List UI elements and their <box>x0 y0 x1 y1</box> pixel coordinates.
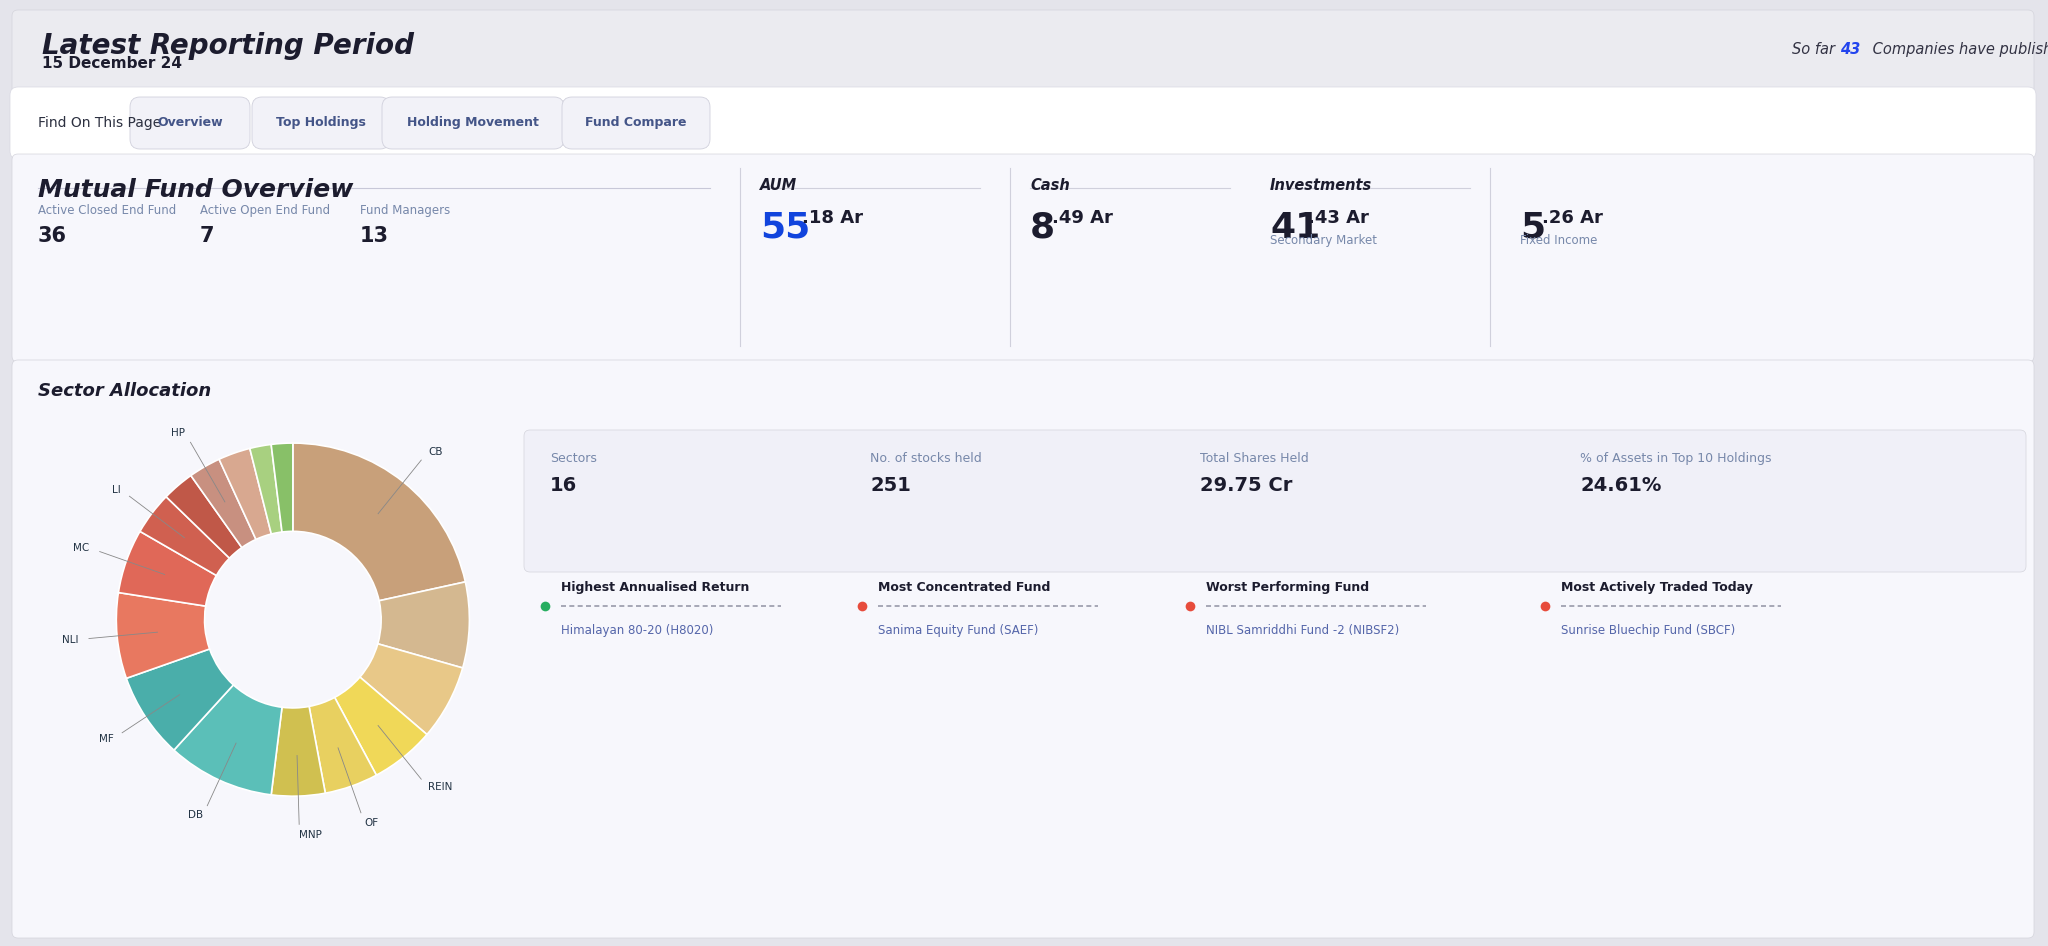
Text: 55: 55 <box>760 211 811 245</box>
Text: 41: 41 <box>1270 211 1321 245</box>
Text: NLI: NLI <box>61 635 78 644</box>
Text: 251: 251 <box>870 476 911 495</box>
Text: Total Shares Held: Total Shares Held <box>1200 452 1309 465</box>
Wedge shape <box>166 476 242 558</box>
Text: Mutual Fund Overview: Mutual Fund Overview <box>39 178 354 202</box>
Text: Fund Managers: Fund Managers <box>360 204 451 217</box>
Text: .26 Ar: .26 Ar <box>1542 209 1604 227</box>
FancyBboxPatch shape <box>561 97 711 149</box>
Text: 7: 7 <box>201 226 215 246</box>
Text: Most Concentrated Fund: Most Concentrated Fund <box>879 581 1051 594</box>
Text: OF: OF <box>365 817 379 828</box>
Wedge shape <box>174 685 283 795</box>
Text: No. of stocks held: No. of stocks held <box>870 452 981 465</box>
Text: Holding Movement: Holding Movement <box>408 116 539 130</box>
Wedge shape <box>139 497 229 575</box>
Text: Highest Annualised Return: Highest Annualised Return <box>561 581 750 594</box>
Text: MC: MC <box>74 543 90 553</box>
Text: Sanima Equity Fund (SAEF): Sanima Equity Fund (SAEF) <box>879 624 1038 637</box>
Text: Sector Allocation: Sector Allocation <box>39 382 211 400</box>
Wedge shape <box>250 445 283 534</box>
Text: Fixed Income: Fixed Income <box>1520 234 1597 247</box>
Text: Sunrise Bluechip Fund (SBCF): Sunrise Bluechip Fund (SBCF) <box>1561 624 1735 637</box>
FancyBboxPatch shape <box>12 154 2034 362</box>
Text: 43: 43 <box>1839 43 1860 58</box>
Text: Sectors: Sectors <box>551 452 596 465</box>
Text: DB: DB <box>188 811 203 820</box>
Text: Overview: Overview <box>158 116 223 130</box>
Text: Fund Compare: Fund Compare <box>586 116 686 130</box>
Text: Secondary Market: Secondary Market <box>1270 234 1376 247</box>
Text: 15 December 24: 15 December 24 <box>43 56 182 71</box>
Text: % of Assets in Top 10 Holdings: % of Assets in Top 10 Holdings <box>1579 452 1772 465</box>
Text: 36: 36 <box>39 226 68 246</box>
Text: 13: 13 <box>360 226 389 246</box>
Text: Cash: Cash <box>1030 178 1069 193</box>
Wedge shape <box>270 443 293 532</box>
FancyBboxPatch shape <box>10 87 2036 159</box>
Text: Top Holdings: Top Holdings <box>276 116 367 130</box>
Text: Worst Performing Fund: Worst Performing Fund <box>1206 581 1370 594</box>
Text: .49 Ar: .49 Ar <box>1053 209 1112 227</box>
Text: .43 Ar: .43 Ar <box>1309 209 1368 227</box>
FancyBboxPatch shape <box>524 430 2025 572</box>
Text: Most Actively Traded Today: Most Actively Traded Today <box>1561 581 1753 594</box>
Text: Investments: Investments <box>1270 178 1372 193</box>
Wedge shape <box>334 677 426 775</box>
Text: 24.61%: 24.61% <box>1579 476 1661 495</box>
Text: Active Open End Fund: Active Open End Fund <box>201 204 330 217</box>
Text: Active Closed End Fund: Active Closed End Fund <box>39 204 176 217</box>
Text: So far: So far <box>1792 43 1839 58</box>
Wedge shape <box>119 532 217 606</box>
Wedge shape <box>270 707 326 797</box>
Text: 16: 16 <box>551 476 578 495</box>
FancyBboxPatch shape <box>12 10 2034 94</box>
Text: MF: MF <box>98 733 113 744</box>
Text: NIBL Samriddhi Fund -2 (NIBSF2): NIBL Samriddhi Fund -2 (NIBSF2) <box>1206 624 1399 637</box>
Text: .18 Ar: .18 Ar <box>803 209 862 227</box>
Text: LI: LI <box>113 485 121 495</box>
FancyBboxPatch shape <box>129 97 250 149</box>
Text: Find On This Page: Find On This Page <box>39 116 162 130</box>
Text: Himalayan 80-20 (H8020): Himalayan 80-20 (H8020) <box>561 624 713 637</box>
FancyBboxPatch shape <box>383 97 563 149</box>
Text: 5: 5 <box>1520 211 1544 245</box>
FancyBboxPatch shape <box>12 360 2034 938</box>
Text: AUM: AUM <box>760 178 797 193</box>
Text: Companies have published their report: Companies have published their report <box>1868 43 2048 58</box>
Text: REIN: REIN <box>428 782 453 793</box>
Wedge shape <box>127 649 233 750</box>
FancyBboxPatch shape <box>252 97 389 149</box>
Wedge shape <box>190 459 256 548</box>
Text: HP: HP <box>172 429 184 438</box>
Wedge shape <box>117 592 209 678</box>
Text: CB: CB <box>428 447 442 457</box>
Wedge shape <box>219 448 270 539</box>
Wedge shape <box>309 697 377 793</box>
Wedge shape <box>360 644 463 734</box>
Text: Latest Reporting Period: Latest Reporting Period <box>43 32 414 60</box>
Wedge shape <box>377 582 469 668</box>
Wedge shape <box>293 443 465 601</box>
Text: 8: 8 <box>1030 211 1055 245</box>
Text: MNP: MNP <box>299 830 322 840</box>
Text: 29.75 Cr: 29.75 Cr <box>1200 476 1292 495</box>
